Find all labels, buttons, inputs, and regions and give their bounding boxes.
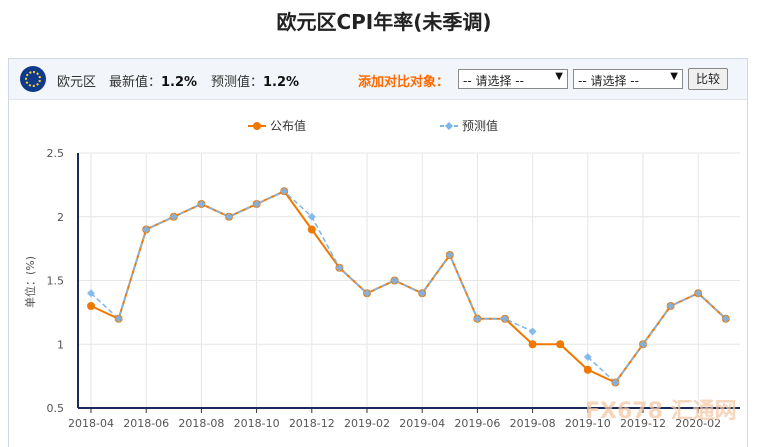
x-tick-label: 2019-06	[454, 417, 500, 430]
x-tick-label: 2018-04	[68, 417, 114, 430]
data-point-forecast	[583, 353, 592, 361]
compare-button[interactable]: 比较	[688, 68, 728, 90]
data-point-forecast	[87, 289, 95, 298]
y-tick-label: 1.5	[47, 275, 65, 288]
data-point-published	[528, 340, 537, 349]
data-point-forecast	[418, 289, 427, 298]
series-line-published	[90, 189, 727, 384]
x-tick-label: 2019-02	[344, 417, 390, 430]
data-point-forecast	[666, 302, 675, 310]
data-point-forecast	[473, 314, 482, 323]
eu-flag-icon	[20, 66, 46, 92]
x-tick-label: 2018-12	[289, 417, 335, 430]
data-point-forecast	[445, 251, 454, 259]
watermark: FX678 汇通网	[585, 399, 737, 424]
data-point-published	[583, 365, 592, 374]
x-tick-label: 2019-08	[510, 417, 556, 430]
data-point-forecast	[114, 314, 123, 323]
data-point-published	[87, 302, 95, 310]
data-point-forecast	[611, 378, 620, 387]
data-point-forecast	[252, 200, 261, 208]
grid-lines	[78, 152, 740, 409]
legend-label-forecast[interactable]: 预测值	[462, 118, 498, 133]
series-line-forecast	[587, 292, 727, 384]
y-axis-label: 单位：(%)	[23, 256, 37, 308]
data-point-forecast	[169, 212, 178, 221]
data-point-forecast	[197, 200, 206, 208]
data-point-forecast	[721, 314, 730, 323]
data-point-published	[307, 225, 316, 234]
compare-select-1[interactable]: -- 请选择 -- ▼	[458, 69, 568, 89]
chart-panel: 欧元区 最新值：1.2% 预测值：1.2% 添加对比对象： -- 请选择 -- ▼…	[8, 58, 748, 447]
legend-marker-forecast	[445, 122, 453, 130]
compare-select-2[interactable]: -- 请选择 -- ▼	[573, 69, 683, 89]
x-tick-label: 2019-12	[620, 417, 666, 430]
x-tick-label: 2018-08	[178, 417, 224, 430]
x-tick-label: 2019-10	[565, 417, 611, 430]
forecast-value: 预测值：1.2%	[211, 75, 300, 90]
data-point-forecast	[142, 225, 151, 234]
legend: 公布值 预测值	[248, 118, 498, 133]
data-point-forecast	[528, 327, 537, 336]
compare-label: 添加对比对象：	[358, 75, 450, 90]
data-point-forecast	[501, 314, 509, 323]
region-label: 欧元区	[57, 75, 97, 90]
chevron-down-icon: ▼	[670, 71, 678, 82]
data-point-forecast	[363, 289, 371, 298]
chevron-down-icon: ▼	[555, 71, 563, 82]
axes: 0.5 1 1.5 2 2.5 2018-04 2018-06 2018-08 2018-10 2…	[47, 147, 740, 430]
data-point-forecast	[335, 263, 344, 272]
data-point-forecast	[639, 340, 647, 349]
data-point-forecast	[307, 212, 316, 221]
data-point-forecast	[694, 289, 703, 298]
x-tick-label: 2018-10	[234, 417, 280, 430]
x-tick-label: 2018-06	[123, 417, 169, 430]
legend-marker-published	[253, 122, 261, 130]
legend-label-published[interactable]: 公布值	[270, 118, 306, 133]
y-tick-label: 2	[57, 211, 64, 224]
y-tick-label: 2.5	[47, 147, 65, 160]
data-point-published	[556, 340, 565, 349]
page-title: 欧元区CPI年率(未季调)	[276, 10, 492, 34]
y-tick-label: 0.5	[47, 402, 65, 415]
data-point-forecast	[280, 187, 289, 196]
series	[87, 187, 730, 387]
latest-value: 最新值：1.2%	[109, 75, 198, 90]
y-tick-label: 1	[57, 338, 64, 351]
x-tick-label: 2019-04	[399, 417, 445, 430]
data-point-forecast	[225, 212, 233, 221]
toolbar: 欧元区 最新值：1.2% 预测值：1.2% 添加对比对象： -- 请选择 -- ▼…	[9, 59, 747, 100]
data-point-forecast	[390, 276, 399, 285]
x-tick-label: 2020-02	[675, 417, 721, 430]
